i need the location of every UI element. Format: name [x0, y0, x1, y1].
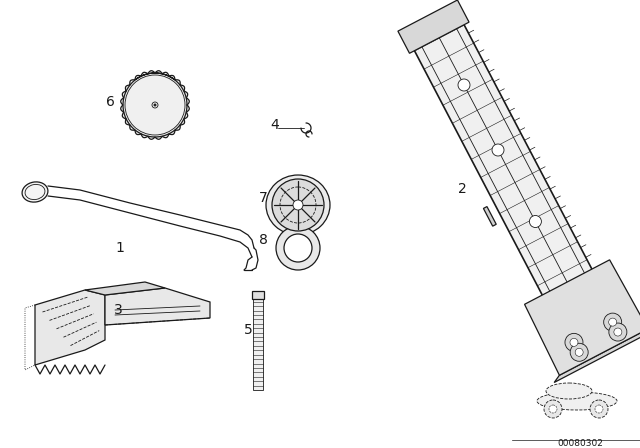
- Polygon shape: [525, 260, 640, 375]
- Polygon shape: [252, 291, 264, 299]
- Polygon shape: [554, 329, 640, 383]
- Text: 6: 6: [106, 95, 115, 109]
- Polygon shape: [398, 0, 469, 53]
- Text: 4: 4: [271, 118, 280, 132]
- Circle shape: [529, 215, 541, 228]
- Text: 7: 7: [259, 191, 268, 205]
- Circle shape: [154, 104, 156, 106]
- Circle shape: [458, 79, 470, 91]
- Circle shape: [293, 200, 303, 210]
- Polygon shape: [85, 282, 165, 295]
- Text: 2: 2: [458, 182, 467, 196]
- Polygon shape: [483, 207, 496, 226]
- Polygon shape: [253, 293, 263, 390]
- Text: 1: 1: [116, 241, 124, 255]
- Polygon shape: [35, 290, 105, 365]
- Text: 5: 5: [244, 323, 252, 337]
- Circle shape: [272, 179, 324, 231]
- Circle shape: [614, 328, 622, 336]
- Ellipse shape: [22, 182, 48, 202]
- Circle shape: [604, 313, 621, 331]
- Circle shape: [609, 323, 627, 341]
- Ellipse shape: [266, 175, 330, 235]
- Circle shape: [549, 405, 557, 413]
- Circle shape: [544, 400, 562, 418]
- Circle shape: [595, 405, 603, 413]
- Circle shape: [570, 343, 588, 361]
- Text: 8: 8: [259, 233, 268, 247]
- Circle shape: [284, 234, 312, 262]
- Circle shape: [492, 144, 504, 156]
- Ellipse shape: [546, 383, 592, 399]
- Circle shape: [565, 333, 583, 351]
- Text: 3: 3: [114, 303, 122, 317]
- Text: 00080302: 00080302: [557, 439, 603, 448]
- Circle shape: [575, 348, 583, 356]
- Polygon shape: [105, 288, 210, 325]
- Circle shape: [570, 338, 578, 346]
- Ellipse shape: [537, 392, 617, 410]
- Circle shape: [609, 318, 617, 326]
- Circle shape: [121, 71, 189, 139]
- Polygon shape: [405, 7, 625, 358]
- Circle shape: [590, 400, 608, 418]
- Circle shape: [276, 226, 320, 270]
